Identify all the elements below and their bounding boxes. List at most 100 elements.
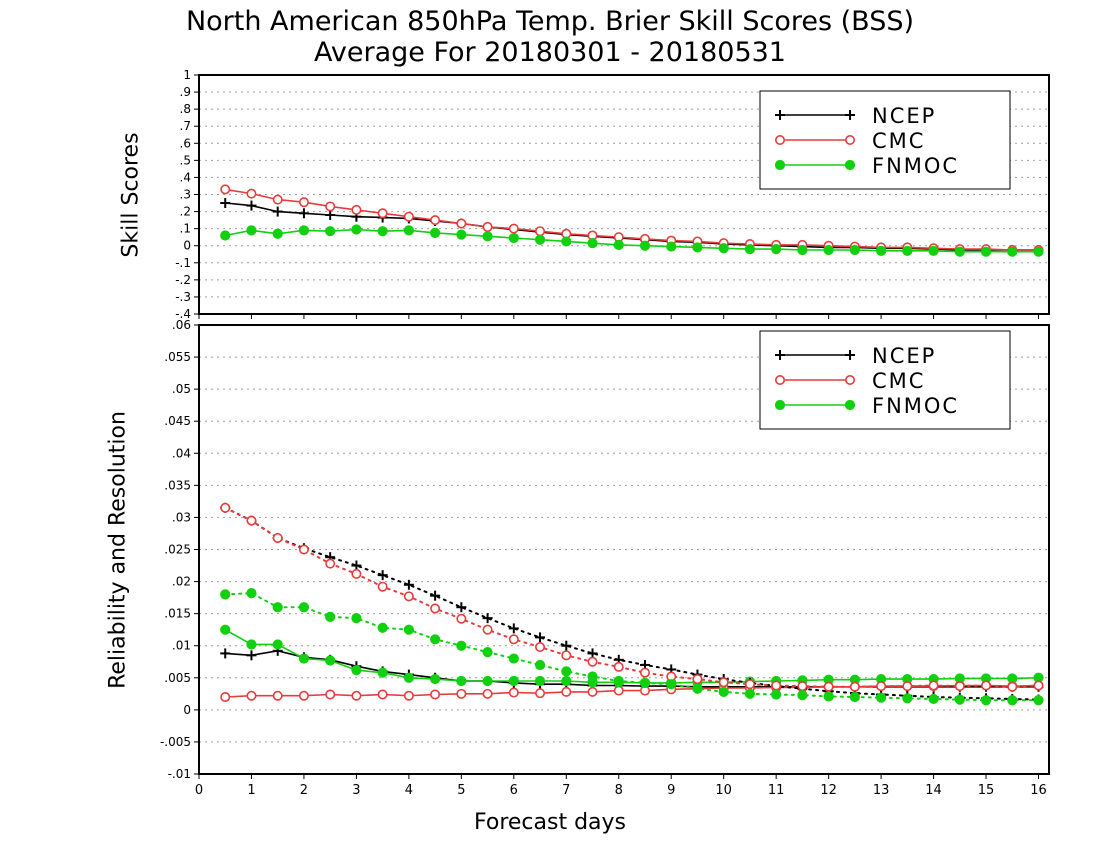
top-y-tick-label: .2 <box>180 205 191 219</box>
bottom-fnmoc-point <box>1007 673 1018 684</box>
bottom-legend-fnmoc-marker <box>844 399 856 411</box>
top-fnmoc-point <box>482 231 493 242</box>
bottom-cmc-point <box>272 532 283 543</box>
bottom-fnmoc-point <box>561 666 572 677</box>
bottom-y-tick-label: .025 <box>164 543 191 557</box>
top-cmc-point <box>377 208 388 219</box>
x-tick-label: 1 <box>247 783 255 798</box>
bottom-panel-frame <box>198 324 1050 775</box>
x-axis-label: Forecast days <box>473 810 626 835</box>
bottom-cmc-point <box>246 515 257 526</box>
bottom-fnmoc-point <box>220 589 231 600</box>
bottom-cmc-point <box>430 603 441 614</box>
bottom-fnmoc-point <box>482 675 493 687</box>
bottom-fnmoc-point <box>508 675 519 687</box>
top-fnmoc-point <box>692 242 703 253</box>
x-tick-label: 4 <box>405 783 413 798</box>
top-cmc-point <box>246 188 257 199</box>
bottom-fnmoc-point <box>561 675 572 687</box>
bottom-y-tick-label: .01 <box>172 639 191 653</box>
top-cmc-point <box>508 223 519 234</box>
bottom-cmc-point <box>298 544 309 555</box>
bottom-legend-fnmoc-label: FNMOC <box>872 394 959 418</box>
bottom-fnmoc-point <box>744 688 756 699</box>
top-cmc-solid-line <box>225 188 1039 251</box>
bottom-cmc-point <box>272 690 283 701</box>
bottom-fnmoc-point <box>403 672 414 683</box>
bottom-cmc-point <box>456 688 467 699</box>
bottom-cmc-point <box>456 613 467 624</box>
top-legend-fnmoc-label: FNMOC <box>872 154 959 178</box>
top-fnmoc-point <box>377 226 388 237</box>
top-fnmoc-point <box>902 245 913 256</box>
bottom-cmc-point <box>403 690 414 701</box>
bottom-cmc-point <box>928 680 939 691</box>
top-fnmoc-point <box>928 245 939 256</box>
bottom-cmc-point <box>587 656 598 667</box>
top-legend-fnmoc-marker <box>844 159 856 171</box>
bottom-cmc-point <box>351 690 362 701</box>
bottom-y-tick-label: -.005 <box>160 735 191 749</box>
top-fnmoc-point <box>508 232 519 244</box>
bottom-fnmoc-point <box>377 622 388 633</box>
top-y-tick-label: .8 <box>180 102 191 116</box>
x-tick-label: 2 <box>300 783 308 798</box>
bottom-fnmoc-point <box>377 667 388 678</box>
chart-subtitle: Average For 20180301 - 20180531 <box>314 37 786 68</box>
bottom-fnmoc-point <box>325 611 336 622</box>
top-fnmoc-point <box>823 244 834 256</box>
top-fnmoc-point <box>534 234 546 245</box>
bottom-cmc-point <box>220 692 231 703</box>
top-fnmoc-point <box>298 225 310 236</box>
top-y-tick-label: .3 <box>180 188 191 202</box>
top-fnmoc-point <box>220 230 231 241</box>
top-y-tick-label: .4 <box>180 170 191 184</box>
top-ncep-solid-line <box>225 202 1039 251</box>
x-tick-label: 13 <box>873 783 890 798</box>
x-tick-label: 11 <box>768 783 785 798</box>
bottom-cmc-point <box>561 686 572 697</box>
top-y-tick-label: 1 <box>183 68 191 82</box>
x-tick-label: 12 <box>820 783 837 798</box>
bottom-cmc-point <box>692 674 703 685</box>
bottom-cmc-point <box>954 681 965 692</box>
bottom-cmc-point <box>508 634 519 645</box>
bottom-fnmoc-point <box>272 639 283 650</box>
top-cmc-point <box>430 215 441 226</box>
bottom-fnmoc-solid-line <box>224 629 1039 684</box>
bottom-y-tick-label: .06 <box>172 318 191 332</box>
top-fnmoc-point <box>325 226 336 237</box>
bottom-fnmoc-point <box>298 602 310 613</box>
bottom-cmc-point <box>797 681 808 692</box>
bottom-legend-ncep-label: NCEP <box>872 344 936 368</box>
bottom-y-tick-label: .03 <box>172 510 191 524</box>
bottom-y-tick-label: .055 <box>164 350 191 364</box>
top-fnmoc-point <box>771 244 782 255</box>
bottom-cmc-point <box>325 689 336 700</box>
top-legend-cmc-marker <box>774 135 785 146</box>
top-y-tick-label: .1 <box>180 222 191 236</box>
bottom-cmc-point <box>561 650 572 661</box>
bottom-fnmoc-point <box>351 613 362 624</box>
bottom-ncep-dotted-line <box>224 506 1040 701</box>
bottom-fnmoc-point <box>325 655 336 666</box>
top-y-tick-label: .6 <box>180 136 191 150</box>
top-cmc-point <box>272 194 283 205</box>
x-tick-label: 7 <box>562 783 570 798</box>
top-cmc-point <box>482 221 493 232</box>
chart-title: North American 850hPa Temp. Brier Skill … <box>185 6 915 37</box>
bottom-fnmoc-point <box>508 653 519 664</box>
bottom-legend-cmc-marker <box>844 374 855 385</box>
bottom-cmc-point <box>220 502 231 513</box>
x-tick-label: 16 <box>1030 783 1047 798</box>
top-fnmoc-point <box>718 243 729 254</box>
top-y-tick-label: 0 <box>183 239 191 253</box>
top-legend-cmc-marker <box>844 135 855 146</box>
top-fnmoc-point <box>351 224 362 235</box>
top-cmc-point <box>325 201 336 212</box>
bottom-cmc-point <box>482 624 493 635</box>
bottom-fnmoc-point <box>692 683 703 694</box>
top-y-tick-label: .7 <box>180 119 191 133</box>
